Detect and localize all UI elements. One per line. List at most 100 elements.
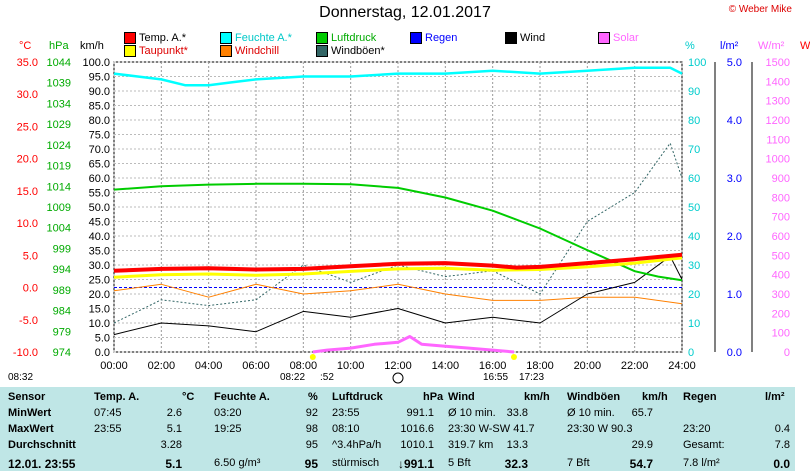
table-cell: 5 Bft	[448, 457, 471, 469]
legend-label: Feuchte A.*	[235, 32, 292, 44]
rain-tick-label: 0.0	[727, 347, 742, 359]
rain-tick-label: 4.0	[727, 115, 742, 127]
solar-tick-label: 1300	[766, 96, 790, 108]
pressure-tick-label: 989	[53, 285, 71, 297]
table-cell: 95	[305, 439, 318, 451]
time-tick-label: 24:00	[668, 360, 696, 372]
table-cell: 23:55	[332, 407, 360, 419]
table-cell: 19:25	[214, 423, 242, 435]
table-cell: 1010.1	[400, 439, 434, 451]
table-cell: 54.7	[629, 457, 653, 471]
table-header: Wind	[448, 391, 475, 403]
wind-tick-label: 70.0	[89, 144, 110, 156]
table-header: %	[308, 391, 318, 403]
solar-tick-label: 1100	[766, 134, 790, 146]
solar-tick-label: 900	[772, 173, 790, 185]
table-header: l/m²	[765, 391, 785, 403]
humidity-tick-label: 20	[688, 289, 700, 301]
humidity-unit: %	[685, 40, 695, 52]
extra-unit: W	[800, 40, 810, 52]
table-cell: ^3.4hPa/h	[332, 439, 382, 451]
sunset-marker	[510, 354, 517, 360]
table-header: Windböen	[567, 391, 621, 403]
legend-gusts: Windböen*	[316, 45, 385, 57]
legend-dewpoint: Taupunkt*	[124, 45, 188, 57]
sunrise-label-2: 08:22	[280, 372, 306, 383]
legend-swatch	[316, 32, 328, 44]
temp-tick-label: 15.0	[17, 186, 38, 198]
table-cell: 23:20	[683, 423, 711, 435]
legend-label: Wind	[520, 32, 546, 44]
time-tick-label: 10:00	[337, 360, 365, 372]
pressure-tick-label: 1009	[47, 202, 71, 214]
legend-label: Taupunkt*	[139, 45, 188, 57]
wind-tick-label: 55.0	[89, 188, 110, 200]
time-tick-label: 20:00	[574, 360, 602, 372]
table-cell: 23:55	[94, 423, 122, 435]
table-header: Feuchte A.	[214, 391, 270, 403]
wind-tick-label: 5.0	[95, 333, 110, 345]
table-cell: 33.8	[506, 407, 528, 419]
temp-tick-label: -10.0	[13, 347, 38, 359]
time-tick-label: 22:00	[621, 360, 649, 372]
rain-tick-label: 1.0	[727, 289, 742, 301]
legend-label: Regen	[425, 32, 458, 44]
legend-temp: Temp. A.*	[124, 32, 186, 44]
table-cell: 65.7	[631, 407, 653, 419]
table-cell: 03:20	[214, 407, 242, 419]
solar-tick-label: 1500	[766, 57, 790, 69]
legend-windchill: Windchill	[220, 45, 279, 57]
humidity-tick-label: 100	[688, 57, 706, 69]
table-cell: 319.7 km	[448, 439, 494, 451]
solar-tick-label: 300	[772, 289, 790, 301]
legend-label: Windchill	[235, 45, 280, 57]
humidity-tick-label: 30	[688, 260, 700, 272]
time-tick-label: 02:00	[148, 360, 176, 372]
time-tick-label: 04:00	[195, 360, 223, 372]
table-cell: 5.1	[165, 457, 182, 471]
wind-tick-label: 90.0	[89, 86, 110, 98]
humidity-tick-label: 0	[688, 347, 694, 359]
pressure-tick-label: 1014	[47, 181, 71, 193]
table-header: km/h	[642, 391, 668, 403]
table-cell: Ø 10 min.	[567, 407, 615, 419]
temp-tick-label: 25.0	[17, 121, 38, 133]
legend-swatch	[598, 32, 610, 44]
legend-swatch	[220, 32, 232, 44]
table-header: km/h	[524, 391, 550, 403]
table-cell: 6.50 g/m³	[214, 457, 261, 469]
legend-swatch	[124, 45, 136, 57]
pressure-tick-label: 994	[53, 264, 71, 276]
solar-tick-label: 500	[772, 250, 790, 262]
wind-tick-label: 85.0	[89, 101, 110, 113]
solar-unit: W/m²	[758, 40, 785, 52]
humidity-tick-label: 90	[688, 86, 700, 98]
humidity-tick-label: 10	[688, 318, 700, 330]
table-cell: 29.9	[631, 439, 653, 451]
solar-tick-label: 1000	[766, 154, 790, 166]
table-cell: stürmisch	[332, 457, 380, 469]
wind-tick-label: 15.0	[89, 304, 110, 316]
series-line-taupunkt	[113, 256, 683, 279]
solar-tick-label: 400	[772, 270, 790, 282]
legend-solar: Solar	[598, 32, 639, 44]
legend-swatch	[505, 32, 517, 44]
wind-tick-label: 50.0	[89, 202, 110, 214]
series-line-feuchte-a	[113, 66, 683, 87]
copyright: © Weber Mike	[728, 4, 792, 15]
wind-tick-label: 30.0	[89, 260, 110, 272]
solar-tick-label: 200	[772, 308, 790, 320]
table-cell: 2.6	[166, 407, 182, 419]
legend-swatch	[316, 45, 328, 57]
rain-tick-label: 2.0	[727, 231, 742, 243]
table-cell: 13.3	[506, 439, 528, 451]
wind-tick-label: 100.0	[82, 57, 110, 69]
series-line-wind	[113, 255, 683, 336]
wind-tick-label: 0.0	[95, 347, 110, 359]
rain-unit: l/m²	[720, 40, 739, 52]
table-cell: 0.4	[774, 423, 790, 435]
table-cell: 95	[304, 457, 318, 471]
sunrise-marker	[309, 354, 316, 360]
table-cell: ↓991.1	[397, 457, 434, 471]
humidity-tick-label: 70	[688, 144, 700, 156]
